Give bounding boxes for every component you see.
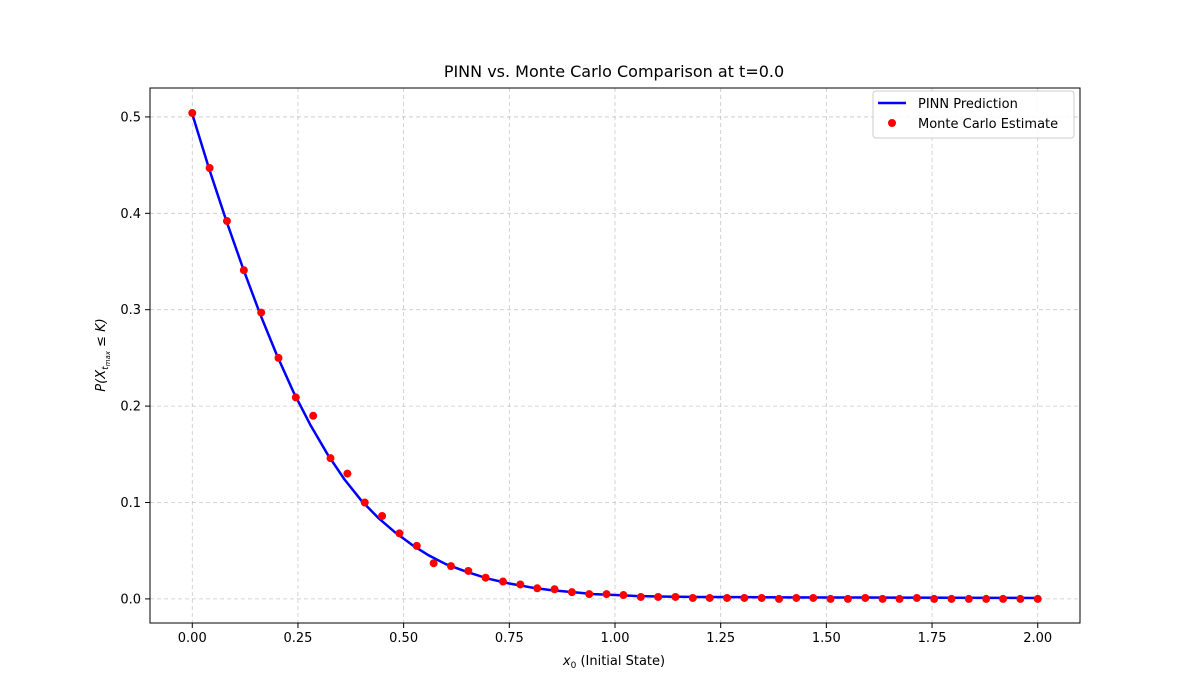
y-tick-label: 0.0 (120, 592, 141, 607)
chart-title: PINN vs. Monte Carlo Comparison at t=0.0 (444, 62, 784, 81)
x-tick-label: 1.25 (706, 631, 735, 646)
monte-carlo-point (792, 593, 801, 602)
monte-carlo-point (464, 566, 473, 575)
x-tick-label: 0.00 (178, 631, 207, 646)
grid (150, 88, 1080, 623)
monte-carlo-point (1016, 594, 1025, 603)
monte-carlo-point (740, 593, 749, 602)
monte-carlo-point (947, 594, 956, 603)
monte-carlo-point (446, 562, 455, 571)
monte-carlo-point (516, 580, 525, 589)
monte-carlo-point (895, 594, 904, 603)
monte-carlo-point (567, 588, 576, 597)
monte-carlo-point (878, 594, 887, 603)
series-layer (188, 109, 1042, 603)
monte-carlo-point (912, 593, 921, 602)
monte-carlo-point (809, 593, 818, 602)
monte-carlo-point (826, 594, 835, 603)
monte-carlo-point (999, 594, 1008, 603)
y-axis-title-subsub: max (104, 350, 112, 366)
x-axis-title-var: x (562, 654, 571, 669)
monte-carlo-point (982, 594, 991, 603)
monte-carlo-point (395, 529, 404, 538)
monte-carlo-point (654, 592, 663, 601)
x-tick-label: 1.75 (918, 631, 947, 646)
y-tick-label: 0.5 (120, 110, 141, 125)
y-tick-label: 0.3 (120, 303, 141, 318)
x-tick-label: 0.25 (283, 631, 312, 646)
x-tick-label: 0.50 (389, 631, 418, 646)
monte-carlo-point (1033, 594, 1042, 603)
x-tick-label: 0.75 (495, 631, 524, 646)
monte-carlo-point (378, 512, 387, 520)
monte-carlo-point (550, 585, 559, 594)
legend-label-pinn: PINN Prediction (918, 97, 1018, 112)
monte-carlo-point (222, 217, 231, 226)
x-tick-label: 2.00 (1023, 631, 1052, 646)
monte-carlo-point (429, 559, 438, 568)
monte-carlo-point (274, 353, 283, 362)
x-axis-title-sub: 0 (571, 661, 577, 671)
monte-carlo-point (533, 584, 542, 593)
x-axis: 0.00 0.25 0.50 0.75 1.00 1.25 1.50 1.75 2.00 (178, 623, 1052, 646)
y-axis-title-pre: P(X (94, 369, 109, 392)
monte-carlo-point (723, 593, 732, 602)
monte-carlo-point (205, 164, 214, 173)
monte-carlo-point (360, 498, 369, 507)
y-tick-label: 0.2 (120, 400, 141, 415)
monte-carlo-point (257, 308, 266, 317)
monte-carlo-point (188, 109, 197, 118)
y-axis: 0.0 0.1 0.2 0.3 0.4 0.5 (120, 110, 150, 607)
monte-carlo-point (585, 590, 594, 599)
monte-carlo-point (412, 541, 421, 550)
monte-carlo-point (239, 266, 248, 275)
y-tick-label: 0.4 (120, 207, 141, 222)
monte-carlo-point (636, 592, 645, 601)
monte-carlo-point (757, 593, 766, 602)
monte-carlo-point (481, 573, 490, 582)
monte-carlo-point (619, 591, 628, 600)
monte-carlo-point (291, 393, 300, 402)
legend: PINN Prediction Monte Carlo Estimate (872, 90, 1075, 139)
monte-carlo-point (309, 411, 318, 420)
monte-carlo-point (326, 454, 335, 463)
x-tick-label: 1.50 (812, 631, 841, 646)
monte-carlo-point (343, 469, 352, 478)
monte-carlo-point (671, 592, 680, 601)
y-axis-title: P(Xtmax ≤ K) (94, 318, 112, 391)
legend-swatch-monte-carlo (888, 119, 896, 127)
y-axis-title-post: ≤ K) (94, 318, 109, 351)
monte-carlo-point (861, 593, 870, 602)
legend-box (872, 90, 1075, 139)
y-axis-title-sub: t (101, 366, 111, 370)
monte-carlo-point (498, 577, 507, 586)
x-tick-label: 1.00 (601, 631, 630, 646)
x-axis-title-rest: (Initial State) (576, 654, 665, 669)
monte-carlo-point (964, 594, 973, 603)
monte-carlo-point (705, 593, 714, 602)
monte-carlo-point (775, 594, 784, 603)
y-tick-label: 0.1 (120, 496, 141, 511)
monte-carlo-point (688, 593, 697, 602)
monte-carlo-point (843, 594, 852, 603)
x-axis-title: x0 (Initial State) (562, 654, 665, 671)
monte-carlo-point (930, 594, 939, 603)
monte-carlo-point (602, 590, 611, 599)
legend-label-monte-carlo: Monte Carlo Estimate (918, 117, 1058, 132)
